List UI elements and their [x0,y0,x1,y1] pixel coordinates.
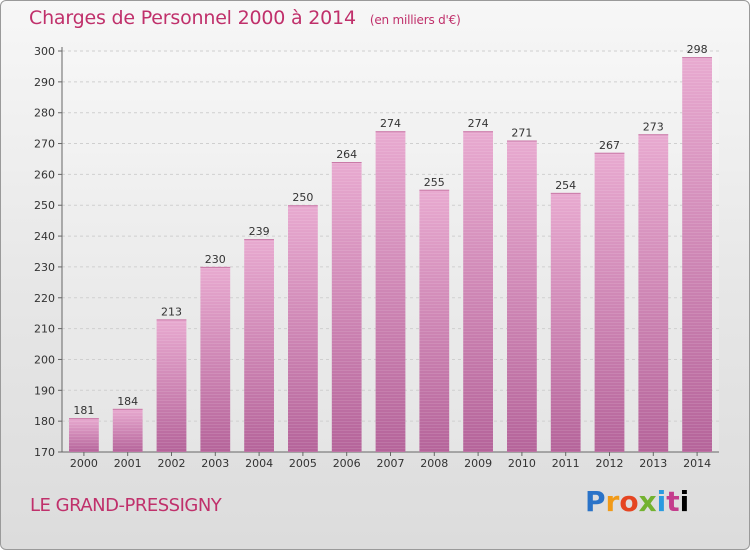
chart-title-text: Charges de Personnel 2000 à 2014 [29,7,356,29]
data-label: 181 [73,404,94,417]
data-label: 213 [161,305,182,318]
x-tick-label: 2005 [289,457,317,470]
y-tick-label: 290 [34,76,55,89]
y-tick-label: 180 [34,415,55,428]
x-tick-label: 2011 [552,457,580,470]
data-label: 274 [468,117,489,130]
bar-texture [288,205,318,452]
data-label: 230 [205,253,226,266]
bar-texture [507,140,537,452]
chart-subtitle: (en milliers d'€) [369,13,461,27]
y-tick-label: 300 [34,45,55,58]
x-tick-label: 2007 [377,457,405,470]
bar-texture [419,189,450,453]
x-tick-label: 2003 [201,457,229,470]
logo-letter: i [679,485,690,518]
x-tick-label: 2008 [420,457,448,470]
bar-texture [463,131,493,452]
data-label: 239 [249,225,270,238]
bar-texture [638,134,669,453]
y-tick-label: 170 [34,446,55,459]
y-tick-label: 200 [34,353,55,366]
logo-letter: P [585,485,606,518]
x-tick-label: 2014 [683,457,711,470]
x-tick-label: 2006 [333,457,361,470]
data-label: 264 [336,148,357,161]
bar-texture [594,152,625,453]
logo-letter: o [619,485,639,518]
proxiti-logo: Proxiti [585,485,689,518]
data-label: 271 [511,126,532,139]
chart-title: Charges de Personnel 2000 à 2014 (en mill… [29,7,461,29]
data-label: 254 [555,179,576,192]
y-tick-label: 240 [34,230,55,243]
bar-texture [375,131,406,452]
y-tick-label: 210 [34,323,55,336]
bar-texture [156,319,187,452]
x-tick-label: 2013 [639,457,667,470]
data-label: 274 [380,117,401,130]
data-label: 298 [687,43,708,56]
y-tick-label: 260 [34,168,55,181]
y-tick-label: 190 [34,384,55,397]
data-label: 250 [292,191,313,204]
x-tick-label: 2010 [508,457,536,470]
x-tick-label: 2002 [158,457,186,470]
y-tick-label: 280 [34,107,55,120]
location-name: LE GRAND-PRESSIGNY [30,495,222,516]
logo-letter: x [638,485,657,518]
x-tick-label: 2004 [245,457,273,470]
data-label: 267 [599,139,620,152]
data-label: 273 [643,120,664,133]
logo-letter: i [656,485,667,518]
x-tick-label: 2012 [596,457,624,470]
data-label: 255 [424,176,445,189]
bar-texture [682,57,712,453]
y-tick-label: 250 [34,199,55,212]
bar-texture [550,192,581,452]
x-tick-label: 2001 [114,457,142,470]
y-tick-label: 230 [34,261,55,274]
bar-texture [331,162,362,453]
logo-letter: t [666,485,680,518]
y-tick-label: 220 [34,292,55,305]
x-tick-label: 2009 [464,457,492,470]
logo-letter: r [605,485,620,518]
data-label: 184 [117,395,138,408]
x-tick-label: 2000 [70,457,98,470]
bar-texture [112,408,143,452]
bar-texture [244,239,274,452]
y-tick-label: 270 [34,138,55,151]
bar-texture [200,266,231,452]
bar-texture [69,418,99,452]
